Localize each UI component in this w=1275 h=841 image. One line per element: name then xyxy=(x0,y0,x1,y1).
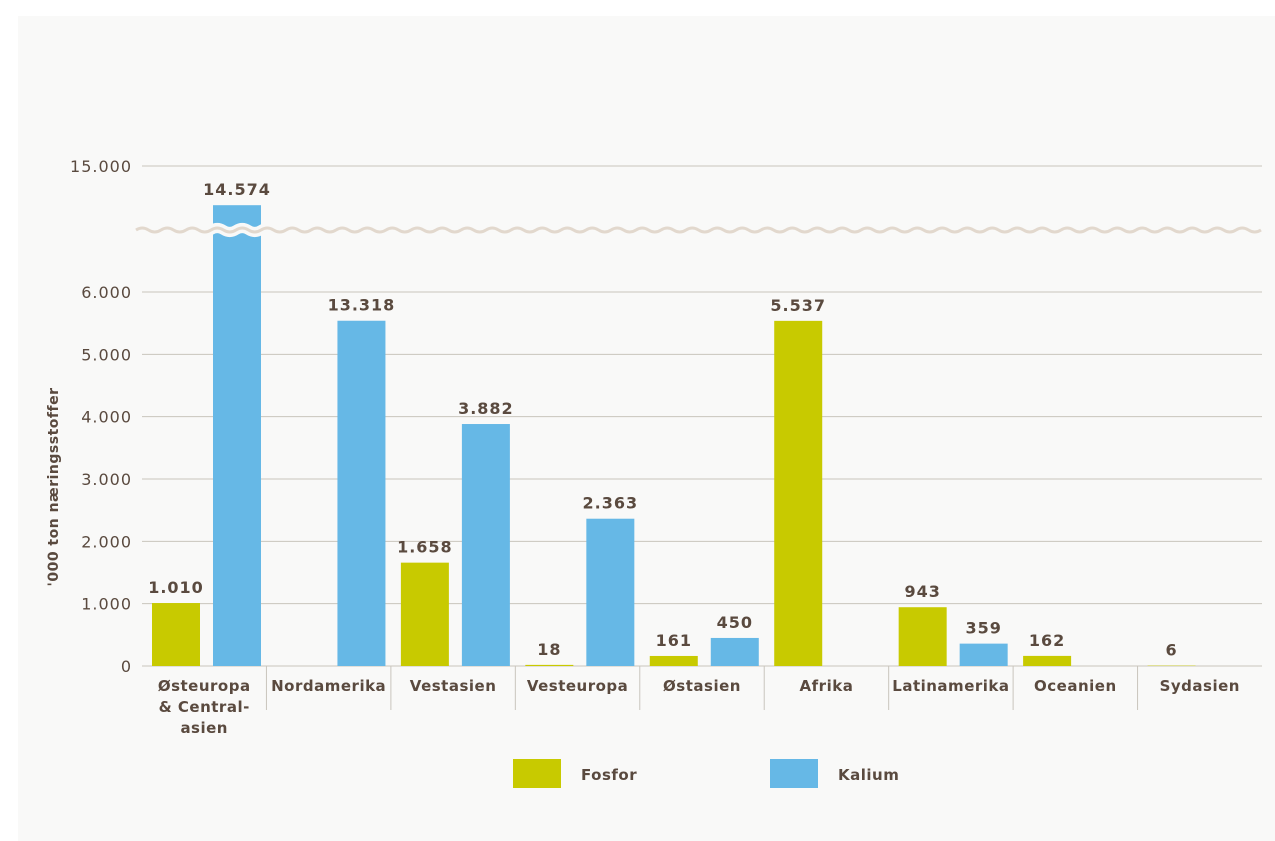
category-label: & Central- xyxy=(159,698,250,716)
y-tick-label: 1.000 xyxy=(81,595,132,614)
bar-value-label: 3.882 xyxy=(458,399,514,418)
bar-value-label: 14.574 xyxy=(203,180,271,199)
bar-value-label: 943 xyxy=(904,582,940,601)
category-label: Oceanien xyxy=(1034,677,1117,695)
bar-value-label: 1.658 xyxy=(397,538,453,557)
y-tick-label: 0 xyxy=(121,657,132,676)
bar-value-label: 161 xyxy=(656,631,692,650)
category-label: asien xyxy=(180,719,228,737)
bar-value-label: 6 xyxy=(1165,641,1177,660)
y-tick-label: 3.000 xyxy=(81,470,132,489)
bar-value-label: 13.318 xyxy=(328,296,396,315)
y-tick-label: 4.000 xyxy=(81,408,132,427)
category-label: Østasien xyxy=(663,677,741,695)
category-label: Vesteuropa xyxy=(527,677,628,695)
bar-kalium xyxy=(586,518,635,666)
category-label: Latinamerika xyxy=(892,677,1009,695)
bar-fosfor xyxy=(649,655,698,666)
legend-swatch-fosfor xyxy=(513,759,561,788)
bar-value-label: 359 xyxy=(965,619,1001,638)
bar-fosfor xyxy=(774,320,823,666)
bar-fosfor xyxy=(152,603,200,666)
category-label: Sydasien xyxy=(1160,677,1240,695)
legend-swatch-kalium xyxy=(770,759,818,788)
bar-kalium xyxy=(461,424,510,666)
bar-kalium xyxy=(213,205,261,666)
axis-break-wave xyxy=(135,226,1262,234)
y-tick-label: 5.000 xyxy=(81,345,132,364)
bar-value-label: 2.363 xyxy=(583,494,639,513)
legend-label-fosfor: Fosfor xyxy=(581,766,637,784)
y-tick-label: 15.000 xyxy=(70,157,132,176)
bar-kalium xyxy=(959,643,1008,666)
bar-fosfor xyxy=(898,607,947,666)
y-tick-label: 6.000 xyxy=(81,283,132,302)
category-label: Nordamerika xyxy=(271,677,386,695)
bar-value-label: 5.537 xyxy=(770,296,826,315)
bar-fosfor xyxy=(525,664,574,666)
category-label: Afrika xyxy=(800,677,854,695)
bar-kalium xyxy=(710,637,759,666)
y-tick-label: 2.000 xyxy=(81,532,132,551)
y-axis-title: '000 ton næringsstoffer xyxy=(46,388,62,587)
legend-label-kalium: Kalium xyxy=(838,766,899,784)
bar-kalium xyxy=(337,320,386,666)
bar-value-label: 18 xyxy=(537,640,561,659)
bar-value-label: 450 xyxy=(717,613,753,632)
bar-fosfor xyxy=(400,562,449,666)
bar-value-label: 162 xyxy=(1029,631,1065,650)
bar-value-label: 1.010 xyxy=(148,578,204,597)
category-label: Vestasien xyxy=(410,677,497,695)
bar-fosfor xyxy=(1023,655,1072,666)
category-label: Østeuropa xyxy=(158,677,251,695)
